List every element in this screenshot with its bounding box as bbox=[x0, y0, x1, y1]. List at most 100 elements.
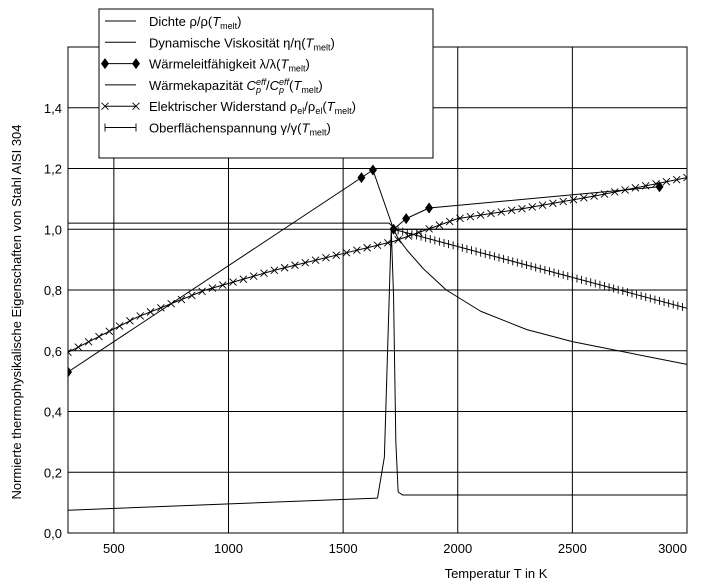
x-marker bbox=[301, 258, 310, 267]
legend-entry: Wärmeleitfähigkeit λ/λ(Tmelt​) bbox=[101, 57, 310, 74]
x-marker bbox=[394, 235, 402, 244]
diamond-marker bbox=[357, 172, 366, 184]
legend-entry: Dichte ρ/ρ(Tmelt​) bbox=[105, 14, 242, 31]
diamond-marker bbox=[101, 58, 109, 70]
legend-label: Dynamische Viskosität η/η(Tmelt​) bbox=[149, 35, 335, 52]
x-tick-label: 2000 bbox=[443, 541, 472, 556]
x-marker bbox=[641, 181, 650, 190]
x-marker bbox=[590, 192, 598, 200]
x-marker bbox=[580, 194, 588, 202]
x-marker bbox=[136, 312, 145, 320]
x-tick-label: 1500 bbox=[329, 541, 358, 556]
x-marker bbox=[167, 299, 175, 308]
legend-label: Wärmeleitfähigkeit λ/λ(Tmelt​) bbox=[149, 57, 310, 74]
x-marker bbox=[280, 263, 289, 272]
series-6 bbox=[393, 225, 687, 313]
diamond-marker bbox=[132, 58, 140, 70]
series-1 bbox=[68, 222, 687, 230]
x-marker bbox=[610, 188, 619, 196]
y-tick-label: 0,4 bbox=[44, 405, 62, 420]
x-marker bbox=[126, 317, 134, 325]
legend-entry: Oberflächenspannung γ/γ(Tmelt​) bbox=[104, 121, 331, 138]
legend: Dichte ρ/ρ(Tmelt​) Dynamische Viskosität … bbox=[98, 8, 434, 159]
series-line bbox=[68, 228, 687, 511]
x-marker bbox=[476, 211, 485, 219]
legend-label: Dichte ρ/ρ(Tmelt​) bbox=[149, 14, 242, 31]
x-marker bbox=[672, 175, 681, 184]
x-marker bbox=[652, 179, 660, 188]
x-marker bbox=[383, 238, 392, 247]
x-marker bbox=[373, 241, 382, 250]
series-line bbox=[68, 222, 687, 230]
legend-entry: Dynamische Viskosität η/η(Tmelt​) bbox=[105, 35, 335, 52]
x-marker bbox=[270, 266, 279, 275]
x-marker bbox=[559, 197, 568, 206]
x-marker bbox=[101, 102, 109, 111]
x-marker bbox=[497, 208, 506, 216]
x-marker bbox=[229, 278, 237, 286]
x-marker bbox=[208, 284, 217, 292]
x-ticks: 500 1000 1500 2000 2500 3000 bbox=[103, 541, 687, 556]
x-marker bbox=[363, 243, 372, 252]
diamond-marker bbox=[68, 366, 72, 378]
y-tick-label: 0,0 bbox=[44, 526, 62, 541]
x-marker bbox=[132, 102, 140, 111]
series-5 bbox=[68, 173, 687, 357]
series-2 bbox=[393, 229, 687, 365]
series-3 bbox=[68, 164, 664, 378]
x-marker bbox=[569, 195, 578, 204]
x-marker bbox=[528, 203, 537, 211]
x-marker bbox=[342, 248, 351, 257]
x-marker bbox=[105, 327, 114, 336]
x-marker bbox=[84, 337, 93, 346]
x-tick-label: 1000 bbox=[214, 541, 243, 556]
x-marker bbox=[187, 291, 196, 300]
x-marker bbox=[332, 251, 341, 260]
legend-label: Wärmekapazität Cpeff​/Cpeff​(Tmelt​) bbox=[149, 77, 323, 95]
y-tick-label: 1,2 bbox=[44, 162, 62, 177]
x-marker bbox=[621, 186, 629, 194]
x-marker bbox=[631, 184, 640, 192]
x-marker bbox=[445, 217, 454, 226]
x-marker bbox=[177, 295, 186, 304]
y-ticks: 0,0 0,2 0,4 0,6 0,8 1,0 1,2 1,4 bbox=[44, 101, 62, 541]
x-marker bbox=[218, 281, 227, 289]
x-marker bbox=[518, 204, 526, 213]
x-axis-label: Temperatur T in K bbox=[445, 566, 548, 581]
y-tick-label: 0,6 bbox=[44, 344, 62, 359]
y-tick-label: 1,4 bbox=[44, 101, 62, 116]
diamond-marker bbox=[402, 213, 411, 225]
x-marker bbox=[683, 173, 687, 182]
y-tick-label: 0,2 bbox=[44, 465, 62, 480]
legend-label: Elektrischer Widerstand ρel​/ρel​(Tmelt​… bbox=[149, 99, 356, 116]
x-marker bbox=[549, 199, 557, 208]
x-tick-label: 500 bbox=[103, 541, 125, 556]
x-marker bbox=[115, 322, 124, 330]
x-tick-label: 2500 bbox=[558, 541, 587, 556]
x-marker bbox=[157, 303, 165, 312]
series-line bbox=[68, 177, 687, 353]
x-marker bbox=[95, 332, 103, 341]
legend-label: Oberflächenspannung γ/γ(Tmelt​) bbox=[149, 121, 331, 138]
x-marker bbox=[311, 256, 320, 265]
x-marker bbox=[198, 287, 206, 296]
x-marker bbox=[353, 246, 361, 255]
x-marker bbox=[538, 201, 547, 209]
x-marker bbox=[68, 348, 72, 357]
diamond-marker bbox=[368, 164, 377, 176]
x-marker bbox=[600, 190, 609, 198]
series-4 bbox=[68, 228, 687, 511]
x-marker bbox=[239, 275, 248, 283]
legend-box bbox=[98, 8, 434, 159]
x-marker bbox=[146, 308, 155, 316]
series-layer bbox=[68, 164, 687, 511]
y-tick-label: 0,8 bbox=[44, 283, 62, 298]
x-marker bbox=[425, 224, 433, 233]
x-marker bbox=[507, 206, 516, 215]
x-marker bbox=[466, 212, 475, 221]
y-axis-label: Normierte thermophysikalische Eigenschaf… bbox=[9, 124, 24, 499]
x-marker bbox=[435, 221, 444, 229]
diamond-marker bbox=[425, 202, 434, 214]
x-marker bbox=[322, 253, 330, 262]
